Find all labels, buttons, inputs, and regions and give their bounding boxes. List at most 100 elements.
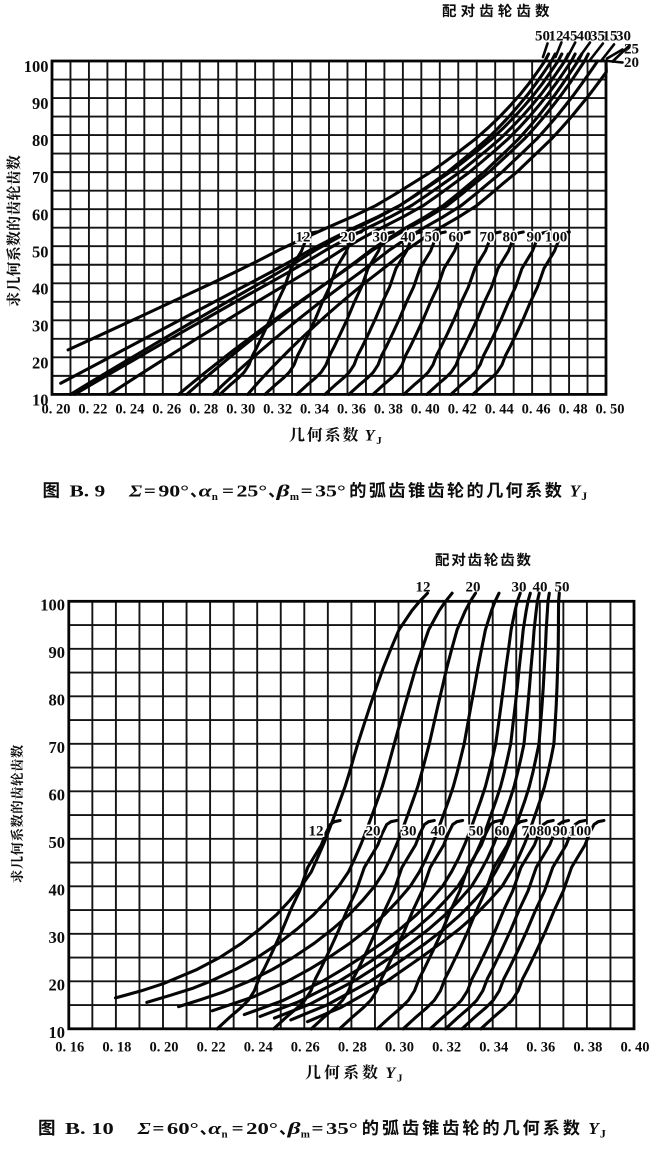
svg-text:20: 20	[624, 55, 639, 71]
svg-text:30: 30	[49, 928, 66, 947]
svg-text:35°: 35°	[315, 482, 346, 501]
svg-text:20: 20	[366, 824, 381, 840]
svg-text:Σ: Σ	[128, 482, 143, 501]
svg-text:0. 40: 0. 40	[411, 402, 440, 418]
svg-text:m: m	[290, 491, 299, 503]
svg-text:12: 12	[309, 824, 324, 840]
svg-text:0. 48: 0. 48	[559, 402, 588, 418]
svg-text:90: 90	[527, 230, 542, 246]
svg-text:40: 40	[401, 230, 416, 246]
svg-text:B. 9: B. 9	[70, 482, 106, 501]
svg-text:m: m	[301, 1129, 310, 1141]
svg-text:J: J	[397, 1073, 403, 1085]
svg-text:J: J	[581, 489, 587, 503]
svg-text:60: 60	[49, 786, 66, 805]
svg-text:0. 28: 0. 28	[189, 402, 218, 418]
svg-text:80: 80	[537, 824, 552, 840]
svg-text:β: β	[286, 1119, 301, 1138]
svg-text:0. 30: 0. 30	[226, 402, 255, 418]
svg-text:50: 50	[535, 29, 550, 45]
svg-text:0. 32: 0. 32	[263, 402, 292, 418]
svg-text:=: =	[301, 482, 313, 501]
svg-text:50: 50	[469, 824, 484, 840]
svg-text:Y: Y	[570, 482, 582, 501]
svg-text:100: 100	[545, 230, 568, 246]
svg-text:0. 40: 0. 40	[621, 1040, 650, 1056]
svg-text:40: 40	[49, 881, 66, 900]
svg-text:0. 24: 0. 24	[244, 1040, 273, 1056]
svg-text:70: 70	[522, 824, 537, 840]
svg-text:0. 28: 0. 28	[338, 1040, 367, 1056]
svg-text:Y: Y	[588, 1119, 600, 1138]
svg-text:20: 20	[341, 230, 356, 246]
svg-text:0. 24: 0. 24	[115, 402, 144, 418]
svg-text:0. 34: 0. 34	[479, 1040, 508, 1056]
svg-text:100: 100	[40, 596, 65, 615]
svg-text:20: 20	[466, 580, 481, 596]
svg-text:Σ: Σ	[136, 1119, 151, 1138]
svg-text:40: 40	[32, 279, 49, 298]
svg-text:B. 10: B. 10	[65, 1119, 114, 1138]
svg-text:0. 36: 0. 36	[337, 402, 366, 418]
svg-text:80: 80	[49, 691, 66, 710]
svg-text:=: =	[232, 1119, 244, 1138]
svg-text:45: 45	[563, 29, 578, 45]
svg-text:40: 40	[577, 29, 592, 45]
svg-text:90°: 90°	[158, 482, 189, 501]
svg-text:0. 16: 0. 16	[55, 1040, 84, 1056]
svg-text:10: 10	[49, 1023, 66, 1042]
svg-text:25: 25	[624, 42, 639, 58]
svg-text:n: n	[222, 1129, 228, 1141]
svg-text:α: α	[208, 1119, 222, 1138]
svg-text:50: 50	[32, 242, 49, 261]
svg-text:60: 60	[449, 230, 464, 246]
svg-text:70: 70	[480, 230, 495, 246]
svg-text:12: 12	[416, 580, 431, 596]
svg-text:30: 30	[512, 580, 527, 596]
svg-text:0. 26: 0. 26	[152, 402, 181, 418]
svg-text:0. 36: 0. 36	[526, 1040, 555, 1056]
svg-text:20°: 20°	[246, 1119, 278, 1138]
svg-text:J: J	[376, 435, 382, 447]
svg-text:30: 30	[373, 230, 388, 246]
svg-text:20: 20	[49, 976, 66, 995]
svg-text:0. 44: 0. 44	[485, 402, 514, 418]
svg-text:0. 18: 0. 18	[102, 1040, 131, 1056]
svg-text:70: 70	[32, 168, 49, 187]
svg-text:90: 90	[49, 643, 66, 662]
svg-text:60: 60	[32, 205, 49, 224]
svg-text:50: 50	[425, 230, 440, 246]
svg-text:0. 38: 0. 38	[374, 402, 403, 418]
svg-text:60: 60	[495, 824, 510, 840]
svg-text:Y: Y	[365, 428, 376, 445]
svg-text:0. 32: 0. 32	[432, 1040, 461, 1056]
svg-text:50: 50	[555, 580, 570, 596]
svg-text:=: =	[152, 1119, 164, 1138]
svg-text:35: 35	[590, 29, 605, 45]
svg-text:80: 80	[503, 230, 518, 246]
svg-text:70: 70	[49, 738, 66, 757]
svg-text:=: =	[312, 1119, 324, 1138]
svg-text:20: 20	[32, 354, 49, 373]
svg-text:0. 20: 0. 20	[42, 402, 71, 418]
svg-text:25°: 25°	[237, 482, 268, 501]
svg-text:0. 50: 0. 50	[596, 402, 625, 418]
svg-text:35°: 35°	[326, 1119, 358, 1138]
svg-text:0. 30: 0. 30	[385, 1040, 414, 1056]
svg-text:=: =	[144, 482, 156, 501]
svg-text:50: 50	[49, 833, 66, 852]
svg-text:40: 40	[533, 580, 548, 596]
svg-text:=: =	[222, 482, 234, 501]
svg-text:90: 90	[32, 94, 49, 113]
svg-text:12: 12	[549, 29, 564, 45]
svg-text:n: n	[212, 491, 218, 503]
svg-text:15: 15	[603, 29, 618, 45]
svg-text:0. 34: 0. 34	[300, 402, 329, 418]
svg-text:12: 12	[296, 230, 311, 246]
svg-text:30: 30	[402, 824, 417, 840]
svg-text:100: 100	[24, 57, 49, 76]
svg-text:0. 22: 0. 22	[78, 402, 107, 418]
svg-text:30: 30	[32, 316, 49, 335]
svg-text:0. 42: 0. 42	[448, 402, 477, 418]
svg-text:Y: Y	[386, 1065, 397, 1082]
